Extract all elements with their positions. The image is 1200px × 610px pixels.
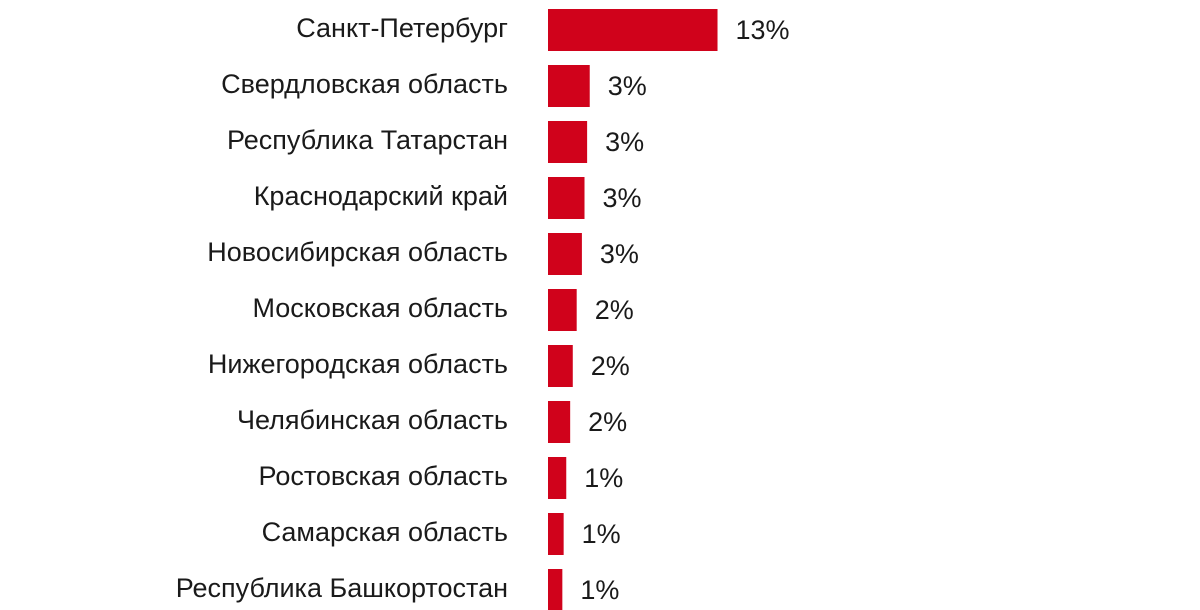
category-label: Республика Башкортостан (176, 573, 508, 603)
bar (548, 401, 571, 443)
value-label: 3% (600, 239, 639, 269)
category-label: Ростовская область (259, 461, 508, 491)
category-label: Новосибирская область (207, 237, 508, 267)
category-label: Самарская область (262, 517, 508, 547)
category-label: Московская область (253, 293, 509, 323)
value-label: 3% (603, 183, 642, 213)
value-label: 2% (588, 407, 627, 437)
bar (548, 513, 564, 555)
category-label: Краснодарский край (254, 181, 508, 211)
bar (548, 177, 585, 219)
bar (548, 289, 577, 331)
bar (548, 65, 590, 107)
value-label: 3% (608, 71, 647, 101)
bar (548, 457, 567, 499)
category-label: Челябинская область (237, 405, 508, 435)
value-label: 3% (605, 127, 644, 157)
category-label: Санкт-Петербург (296, 13, 508, 43)
value-label: 2% (595, 295, 634, 325)
bar (548, 233, 582, 275)
value-label: 1% (584, 463, 623, 493)
value-label: 1% (580, 575, 619, 605)
bar (548, 345, 573, 387)
bar (548, 121, 588, 163)
value-label: 13% (736, 15, 790, 45)
bar (548, 9, 718, 51)
category-label: Республика Татарстан (227, 125, 508, 155)
value-label: 2% (591, 351, 630, 381)
category-label: Нижегородская область (208, 349, 508, 379)
bar (548, 569, 563, 610)
category-label: Свердловская область (221, 69, 508, 99)
value-label: 1% (582, 519, 621, 549)
